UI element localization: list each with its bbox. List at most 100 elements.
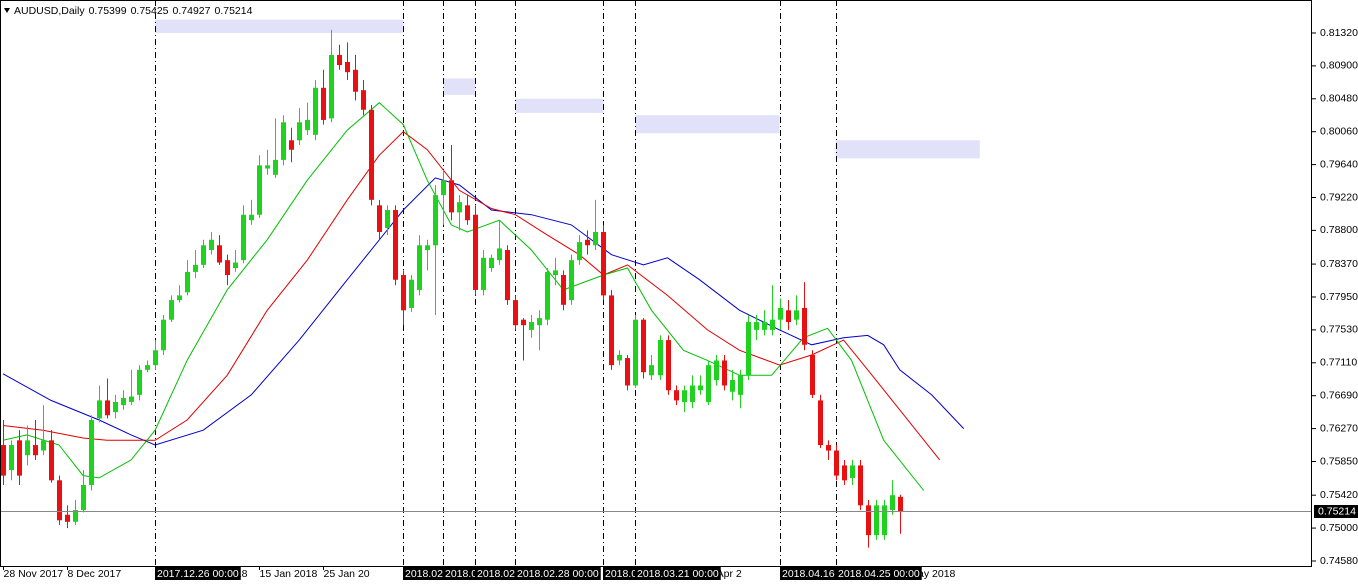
candle-body — [569, 260, 574, 301]
candle-body — [233, 262, 238, 268]
y-tick-label: 0.76270 — [1320, 422, 1358, 434]
x-tick-label: 28 Nov 2017 — [4, 568, 64, 580]
vertical-line-label: 2018.04.25 00:00 — [838, 568, 920, 580]
candle-body — [770, 319, 775, 330]
candle-body — [690, 385, 695, 402]
candle-body — [858, 465, 863, 506]
zone — [835, 140, 980, 159]
candle-body — [529, 322, 534, 330]
y-tick-label: 0.80480 — [1320, 93, 1358, 105]
candle-body — [497, 248, 502, 261]
candle-body — [321, 87, 326, 120]
vertical-line-label: 2018.03.21 00:00 — [637, 568, 719, 580]
candle-body — [553, 270, 558, 276]
candle-body — [481, 257, 486, 290]
y-tick-label: 0.79220 — [1320, 191, 1358, 203]
candle-body — [730, 380, 735, 392]
candle-body — [545, 271, 550, 320]
y-tick-label: 0.80900 — [1320, 60, 1358, 72]
candle-body — [826, 445, 831, 451]
candle-body — [738, 375, 743, 395]
candle-body — [385, 210, 390, 229]
candle-body — [57, 480, 62, 521]
candle-body — [313, 87, 318, 135]
candle-body — [818, 400, 823, 446]
candle-body — [393, 210, 398, 280]
candle-body — [834, 450, 839, 476]
vertical-line-label-box — [603, 567, 640, 580]
candle-body — [842, 465, 847, 481]
candle-body — [417, 245, 422, 290]
vertical-line-label: 2018.0 — [445, 568, 477, 580]
price-label: 0.75214 — [1318, 505, 1356, 517]
candle-body — [489, 257, 494, 268]
candle-body — [505, 249, 510, 301]
zone — [443, 78, 476, 95]
y-tick-label: 0.76690 — [1320, 389, 1358, 401]
candle-body — [25, 440, 30, 456]
candle-body — [513, 300, 518, 326]
candle-body — [802, 307, 807, 345]
candle-body — [145, 365, 150, 370]
candle-body — [866, 505, 871, 536]
last-low: 0.74927 — [173, 5, 211, 17]
candle-body — [361, 90, 366, 110]
vertical-line-label-box — [475, 567, 520, 580]
plot-area — [0, 0, 1312, 566]
vertical-line-label: 2018.02. — [477, 568, 518, 580]
candle-body — [281, 122, 286, 160]
candle-body — [601, 231, 606, 296]
vertical-line-label-box — [155, 567, 241, 580]
candle-body — [433, 195, 438, 246]
candle-body — [105, 400, 110, 416]
candle-body — [185, 271, 190, 293]
y-tick-label: 0.77110 — [1320, 357, 1357, 369]
candle-body — [666, 340, 671, 391]
candle-body — [898, 496, 903, 512]
candle-body — [33, 445, 38, 456]
candle-body — [273, 159, 278, 175]
candle-body — [609, 295, 614, 366]
y-tick-label: 0.79640 — [1320, 158, 1358, 170]
candle-body — [169, 300, 174, 320]
candle-body — [161, 319, 166, 351]
candle-body — [890, 495, 895, 511]
x-tick-label: 25 Jan 20 — [324, 568, 370, 580]
zone — [515, 98, 604, 113]
candle-body — [649, 365, 654, 376]
y-tick-label: 0.81320 — [1320, 27, 1358, 39]
candle-body — [593, 231, 598, 246]
candle-body — [698, 385, 703, 391]
candle-body — [81, 484, 86, 511]
candle-body — [241, 214, 246, 261]
candle-body — [577, 242, 582, 261]
candle-body — [714, 360, 719, 381]
candle-body — [49, 440, 54, 481]
candle-body — [441, 180, 446, 196]
candle-body — [617, 354, 622, 361]
vertical-line-label-box — [515, 567, 601, 580]
zone — [635, 115, 780, 134]
header-icon — [4, 8, 10, 13]
candle-body — [882, 505, 887, 536]
candle-body — [850, 465, 855, 478]
candle-body — [209, 239, 214, 250]
vertical-line-label-box — [443, 567, 480, 580]
price-label-box — [1314, 505, 1358, 518]
candle-body — [9, 445, 14, 471]
candle-body — [73, 510, 78, 522]
candle-body — [706, 365, 711, 402]
candle-body — [153, 350, 158, 366]
candle-body — [225, 260, 230, 276]
candle-body — [473, 214, 478, 290]
candle-body — [1, 445, 6, 476]
y-tick-label: 0.75850 — [1320, 455, 1358, 467]
candle-body — [305, 119, 310, 131]
frame — [0, 0, 1312, 567]
candle-body — [633, 319, 638, 386]
vertical-line-label-box — [836, 567, 922, 580]
candle-body — [353, 69, 358, 92]
